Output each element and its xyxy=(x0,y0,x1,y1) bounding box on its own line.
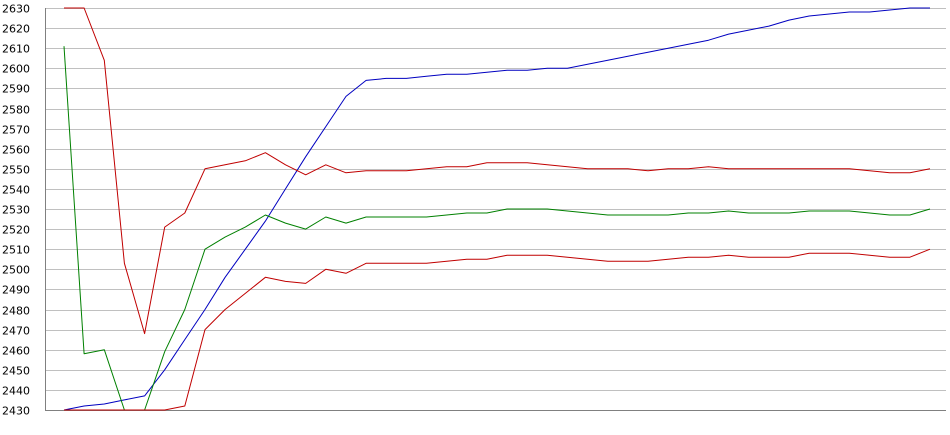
y-tick-label-2470: 2470 xyxy=(2,325,30,338)
y-tick-label-2540: 2540 xyxy=(2,184,30,197)
y-tick-label-2510: 2510 xyxy=(2,244,30,257)
y-tick-label-2590: 2590 xyxy=(2,83,30,96)
y-axis-tick-labels: 2430 2440 2450 2460 2470 2480 2490 2500 2510 2520… xyxy=(2,3,30,418)
series-line-1 xyxy=(63,7,930,411)
y-tick-label-2610: 2610 xyxy=(2,43,30,56)
y-tick-label-2580: 2580 xyxy=(2,104,30,117)
series-line-4 xyxy=(64,248,931,411)
y-tick-label-2500: 2500 xyxy=(2,264,30,277)
y-tick-label-2440: 2440 xyxy=(2,385,30,398)
series-lines xyxy=(63,7,931,411)
y-tick-label-2530: 2530 xyxy=(2,204,30,217)
y-tick-label-2570: 2570 xyxy=(2,124,30,137)
axes xyxy=(45,8,946,411)
y-tick-label-2450: 2450 xyxy=(2,365,30,378)
y-tick-label-2430: 2430 xyxy=(2,405,30,418)
gridlines xyxy=(45,8,946,391)
y-tick-label-2550: 2550 xyxy=(2,164,30,177)
y-tick-label-2620: 2620 xyxy=(2,23,30,36)
y-tick-label-2480: 2480 xyxy=(2,305,30,318)
y-tick-label-2490: 2490 xyxy=(2,284,30,297)
y-tick-label-2460: 2460 xyxy=(2,345,30,358)
y-tick-label-2630: 2630 xyxy=(2,3,30,16)
y-tick-label-2520: 2520 xyxy=(2,224,30,237)
series-line-2 xyxy=(64,7,931,335)
y-tick-label-2560: 2560 xyxy=(2,144,30,157)
y-tick-label-2600: 2600 xyxy=(2,63,30,76)
series-line-3 xyxy=(63,46,931,411)
